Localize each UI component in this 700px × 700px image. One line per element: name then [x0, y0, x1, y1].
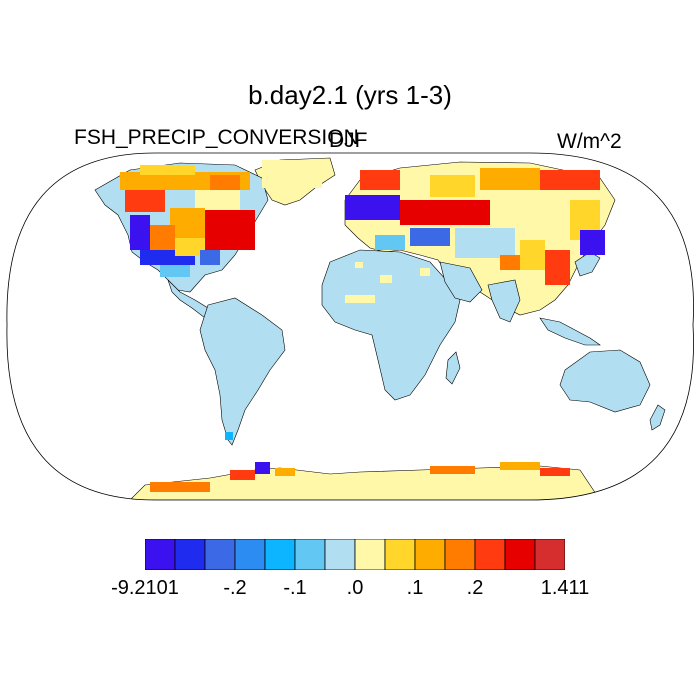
- colorbar-box: [384, 539, 416, 570]
- colorbar-box: [534, 539, 565, 570]
- colorbar-tick-label: -.2: [223, 577, 247, 599]
- colorbar-box: [294, 539, 326, 570]
- colorbar-box: [204, 539, 236, 570]
- colorbar-tick-label: .2: [466, 577, 484, 599]
- plot-title: b.day2.1 (yrs 1-3): [248, 80, 452, 110]
- map-boundary: [6, 152, 694, 501]
- colorbar-tick-label: .0: [346, 577, 364, 599]
- colorbar: [145, 539, 565, 570]
- africa-landmass: [321, 249, 461, 401]
- new-zealand-landmass: [649, 404, 666, 431]
- colorbar-box: [174, 539, 206, 570]
- indonesia-landmass: [539, 317, 601, 346]
- units-label: W/m^2: [557, 130, 622, 153]
- variable-name: FSH_PRECIP_CONVERSION: [74, 126, 359, 149]
- colorbar-box: [474, 539, 506, 570]
- colorbar-box: [324, 539, 356, 570]
- season-label: DJF: [329, 129, 368, 152]
- madagascar-landmass: [445, 351, 461, 385]
- colorbar-tick-label: .1: [406, 577, 424, 599]
- arabia-landmass: [439, 261, 483, 303]
- south-america-landmass: [199, 297, 286, 446]
- colorbar-tick-label: -.1: [283, 577, 307, 599]
- colorbar-box: [354, 539, 386, 570]
- colorbar-tick-label: -9.2101: [111, 577, 179, 599]
- colorbar-box: [414, 539, 446, 570]
- colorbar-box: [264, 539, 296, 570]
- colorbar-box: [145, 539, 176, 570]
- colorbar-tick-label: 1.411: [540, 577, 590, 599]
- australia-landmass: [559, 349, 651, 413]
- colorbar-box: [504, 539, 536, 570]
- colorbar-box: [234, 539, 266, 570]
- colorbar-box: [444, 539, 476, 570]
- india-landmass: [487, 279, 521, 323]
